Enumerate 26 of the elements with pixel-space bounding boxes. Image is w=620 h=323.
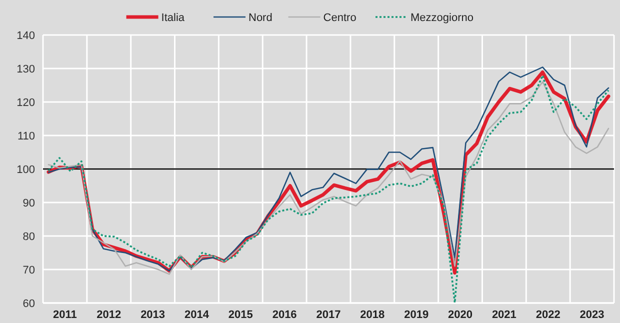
x-tick-label: 2019	[404, 309, 429, 321]
x-tick-label: 2022	[536, 309, 560, 321]
x-tick-label: 2017	[316, 309, 341, 321]
y-tick-label: 140	[16, 30, 35, 42]
x-tick-label: 2013	[140, 309, 166, 321]
y-tick-label: 90	[22, 197, 35, 210]
y-tick-label: 130	[16, 63, 35, 76]
x-tick-label: 2014	[184, 309, 210, 321]
x-tick-label: 2023	[580, 309, 604, 321]
y-tick-label: 60	[22, 298, 35, 310]
legend-label: Nord	[248, 12, 272, 24]
x-tick-label: 2015	[228, 309, 253, 321]
x-tick-label: 2020	[448, 309, 473, 321]
x-tick-label: 2011	[53, 309, 77, 321]
x-tick-label: 2012	[96, 309, 122, 321]
y-tick-label: 110	[17, 130, 35, 142]
y-tick-label: 70	[22, 264, 35, 276]
y-tick-label: 100	[16, 164, 35, 176]
x-tick-label: 2016	[272, 309, 297, 321]
legend-label: Italia	[161, 12, 186, 24]
x-tick-label: 2021	[492, 309, 516, 321]
legend-label: Mezzogiorno	[410, 12, 474, 24]
y-tick-label: 80	[22, 230, 35, 243]
y-tick-label: 120	[16, 96, 35, 109]
legend-label: Centro	[323, 12, 356, 24]
x-tick-label: 2018	[360, 309, 385, 321]
